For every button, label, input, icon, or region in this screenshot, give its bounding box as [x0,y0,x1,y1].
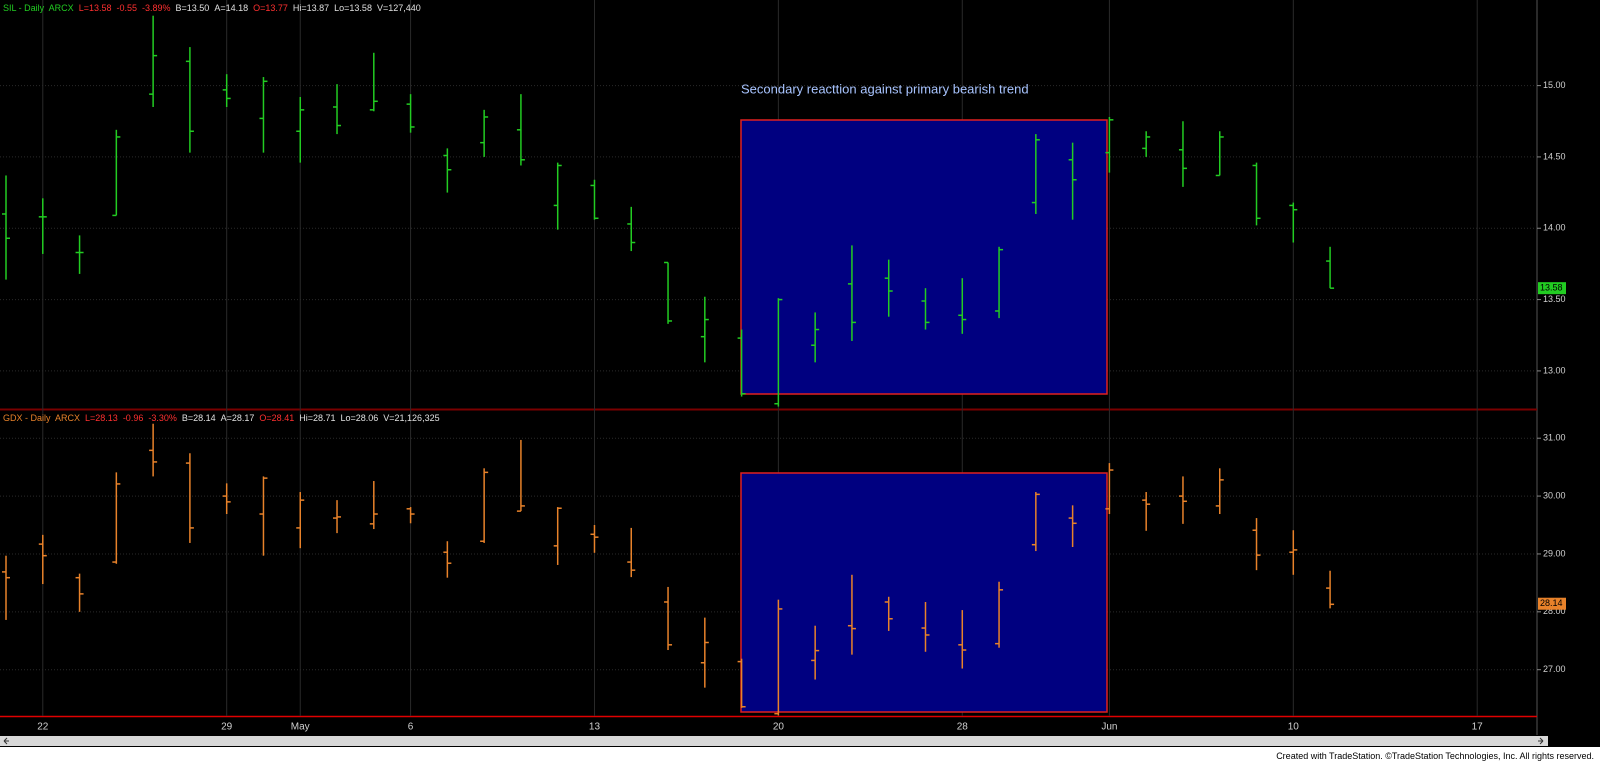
header-item: B=28.14 [181,413,216,423]
scroll-left[interactable] [3,737,9,745]
highlight-box [740,119,1108,395]
header-item: -0.96 [122,413,144,423]
header-item: V=127,440 [376,3,421,13]
last-price-label: 13.58 [1540,283,1563,293]
last-price-marker [1538,597,1566,610]
header-item: B=13.50 [175,3,210,13]
header-item: V=21,126,325 [383,413,440,423]
header-item: O=13.77 [253,3,288,13]
annotation: Secondary reacttion against primary bear… [741,81,1029,96]
y-tick-label: 14.00 [1543,223,1566,233]
y-tick-label: 29.00 [1543,548,1566,558]
y-tick-label: 27.00 [1543,664,1566,674]
header-item: L=28.13 [85,413,118,423]
x-tick-label: 22 [37,722,49,733]
y-tick-label: 13.50 [1543,294,1566,304]
highlight-box [740,472,1108,713]
y-tick-label: 15.00 [1543,80,1566,90]
header-item: GDX - Daily ARCX [3,413,81,423]
header-item: Lo=13.58 [334,3,372,13]
marks [2,15,1335,716]
footer: Created with TradeStation. ©TradeStation… [0,747,1600,777]
x-tick-label: Jun [1101,722,1117,733]
x-tick-label: 6 [408,722,414,733]
x-tick-label: May [291,722,310,733]
scrollbar[interactable] [0,736,1548,746]
header-item: -3.30% [148,413,177,423]
x-tick-label: 20 [773,722,785,733]
footer-text: Created with TradeStation. ©TradeStation… [1276,751,1594,761]
x-tick-label: 10 [1288,722,1300,733]
header-item: -3.89% [142,3,171,13]
y-tick-label: 13.00 [1543,365,1566,375]
header-item: A=28.17 [220,413,255,423]
header-item: O=28.41 [259,413,295,423]
header-item: A=14.18 [214,3,249,13]
last-price-marker [1538,282,1566,295]
y-tick-label: 30.00 [1543,490,1566,500]
header-item: -0.55 [116,3,137,13]
last-price-label: 28.14 [1540,598,1563,608]
symbol-header: SIL - Daily ARCX L=13.58 -0.55 -3.89% B=13.5… [3,3,426,13]
x-tick-label: 13 [589,722,601,733]
header-item: SIL - Daily ARCX [3,3,74,13]
y-tick-label: 14.50 [1543,151,1566,161]
symbol-header: GDX - Daily ARCX L=28.13 -0.96 -3.30% B=28.1… [3,413,445,423]
header-item: L=13.58 [78,3,112,13]
x-tick-label: 29 [221,722,233,733]
header-item: Hi=13.87 [292,3,330,13]
y-tick-label: 28.00 [1543,606,1566,616]
x-tick-label: 28 [957,722,969,733]
header-item: Lo=28.06 [340,413,379,423]
header-item: Hi=28.71 [299,413,336,423]
x-tick-label: 17 [1472,722,1484,733]
y-tick-label: 31.00 [1543,433,1566,443]
scroll-right[interactable] [1538,737,1544,745]
